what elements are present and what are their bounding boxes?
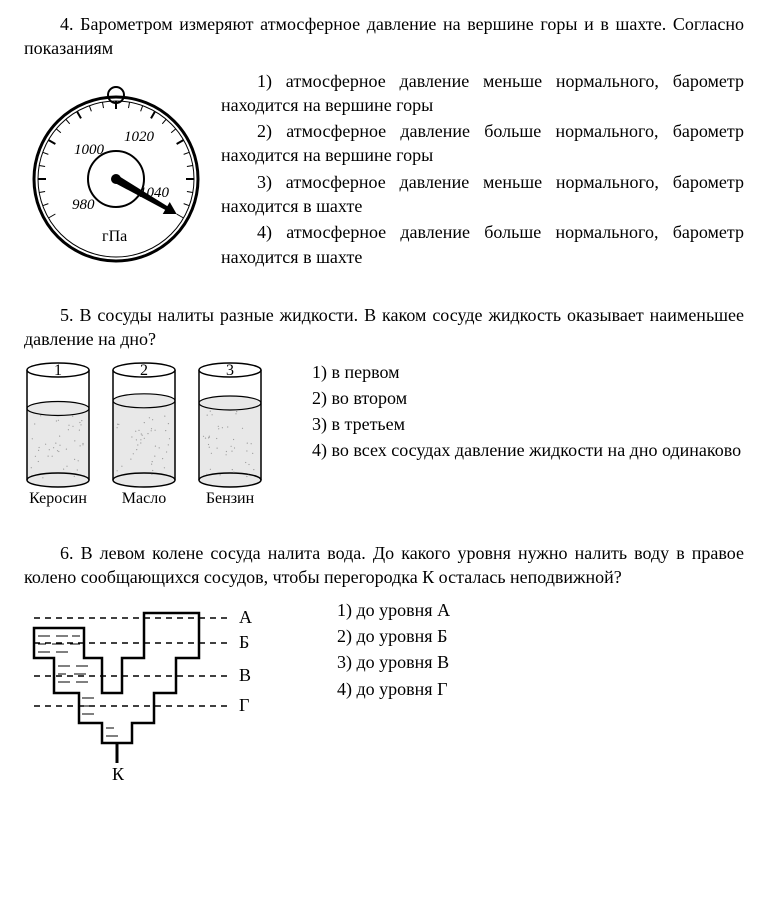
q6-opt-4: 4) до уровня Г	[301, 677, 744, 701]
svg-text:3: 3	[226, 362, 234, 379]
cylinder-2: 2 Масло	[110, 360, 178, 510]
tick-1020: 1020	[124, 129, 155, 145]
tick-1000: 1000	[74, 142, 105, 158]
q5-opt-1: 1) в первом	[276, 360, 744, 384]
level-b: Б	[239, 632, 249, 652]
q6-text: 6. В левом колене сосуда налита вода. До…	[24, 541, 744, 590]
q5-opt-2: 2) во втором	[276, 386, 744, 410]
q6-opt-3: 3) до уровня В	[301, 650, 744, 674]
q4-text: 4. Барометром измеряют атмосферное давле…	[24, 12, 744, 61]
q6-opt-2: 2) до уровня Б	[301, 624, 744, 648]
q4-opt-2: 2) атмосферное давление больше нормально…	[221, 119, 744, 168]
q5-opt-3: 3) в третьем	[276, 412, 744, 436]
cylinder-1: 1 Керосин	[24, 360, 92, 510]
q5-opt-4: 4) во всех сосудах давление жидкости на …	[276, 438, 744, 462]
q4-num: 4.	[60, 14, 74, 34]
level-a: А	[239, 607, 252, 627]
tick-980: 980	[72, 197, 95, 213]
question-6: 6. В левом колене сосуда налита вода. До…	[24, 541, 744, 788]
q6-opt-1: 1) до уровня А	[301, 598, 744, 622]
unit-label: гПа	[102, 228, 127, 245]
q4-opt-3: 3) атмосферное давление меньше нормально…	[221, 170, 744, 219]
q6-num: 6.	[60, 543, 74, 563]
level-v: В	[239, 665, 251, 685]
level-g: Г	[239, 695, 249, 715]
question-5: 5. В сосуды налиты разные жидкости. В ка…	[24, 303, 744, 509]
cyl1-label: Керосин	[24, 488, 92, 510]
q6-body: В левом колене сосуда налита вода. До ка…	[24, 543, 744, 587]
cylinders-figure: 1 Керосин 2 Масло 3 Бензин	[24, 360, 264, 510]
q4-options: 1) атмосферное давление меньше нормально…	[221, 69, 744, 271]
svg-text:1: 1	[54, 362, 62, 379]
q6-options: 1) до уровня А 2) до уровня Б 3) до уров…	[301, 598, 744, 703]
q4-opt-4: 4) атмосферное давление больше нормально…	[221, 220, 744, 269]
cyl3-label: Бензин	[196, 488, 264, 510]
barometer-figure: 980 1000 1020 1040 гПа	[24, 69, 209, 269]
communicating-vessels-figure: А Б В Г	[24, 598, 289, 788]
q5-body: В сосуды налиты разные жидкости. В каком…	[24, 305, 744, 349]
cylinder-3: 3 Бензин	[196, 360, 264, 510]
q4-opt-1: 1) атмосферное давление меньше нормально…	[221, 69, 744, 118]
q5-options: 1) в первом 2) во втором 3) в третьем 4)…	[276, 360, 744, 465]
svg-text:2: 2	[140, 362, 148, 379]
q4-body: Барометром измеряют атмосферное давление…	[24, 14, 744, 58]
q5-num: 5.	[60, 305, 74, 325]
k-label: К	[112, 764, 125, 784]
q5-text: 5. В сосуды налиты разные жидкости. В ка…	[24, 303, 744, 352]
cyl2-label: Масло	[110, 488, 178, 510]
question-4: 4. Барометром измеряют атмосферное давле…	[24, 12, 744, 271]
